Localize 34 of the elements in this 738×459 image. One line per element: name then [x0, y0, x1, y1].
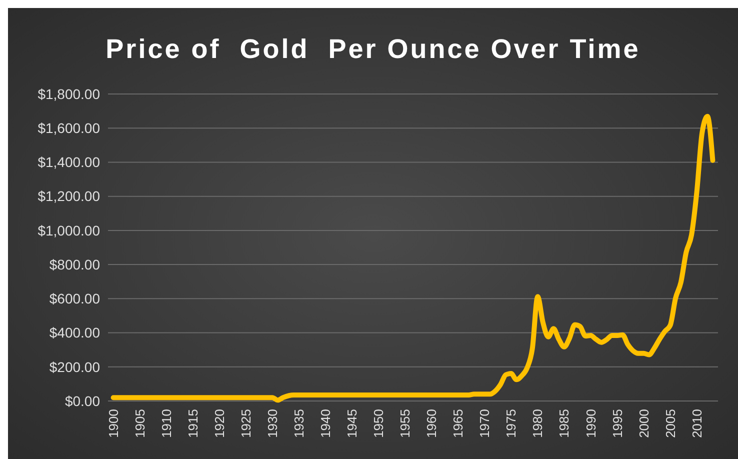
- x-tick-label: 1985: [556, 409, 572, 438]
- y-tick-label: $0.00: [64, 392, 100, 409]
- x-tick-label: 1905: [132, 409, 148, 438]
- x-tick-label: 1900: [106, 409, 121, 438]
- x-tick-label: 2010: [689, 409, 704, 438]
- x-tick-label: 1990: [583, 409, 598, 438]
- y-tick-label: $400.00: [49, 324, 100, 341]
- y-tick-label: $1,000.00: [38, 222, 100, 238]
- y-tick-label: $800.00: [49, 256, 100, 272]
- x-tick-label: 1960: [424, 409, 440, 438]
- x-tick-label: 1910: [158, 409, 174, 438]
- x-tick-label: 1955: [398, 409, 413, 438]
- x-tick-label: 1950: [371, 409, 386, 438]
- y-tick-label: $1,200.00: [38, 188, 100, 204]
- y-tick-label: $600.00: [49, 290, 100, 307]
- x-tick-label: 2000: [636, 409, 652, 438]
- x-tick-label: 1915: [185, 409, 200, 438]
- x-tick-label: 1970: [477, 409, 492, 438]
- chart-title: Price of Gold Per Ounce Over Time: [106, 34, 640, 64]
- x-tick-label: 1930: [264, 409, 280, 438]
- y-tick-label: $1,600.00: [38, 120, 100, 136]
- x-tick-label: 1920: [212, 409, 227, 438]
- x-tick-label: 1965: [450, 409, 466, 438]
- x-tick-label: 1980: [530, 409, 546, 438]
- x-tick-label: 2005: [662, 409, 678, 438]
- x-tick-label: 1925: [238, 409, 254, 438]
- y-tick-label: $1,800.00: [38, 86, 100, 102]
- x-tick-label: 1935: [292, 409, 307, 438]
- x-tick-label: 1940: [318, 409, 334, 438]
- x-tick-label: 1995: [610, 409, 625, 438]
- x-tick-label: 1975: [504, 409, 519, 438]
- y-tick-label: $1,400.00: [38, 154, 100, 170]
- x-tick-label: 1945: [344, 409, 360, 438]
- y-tick-label: $200.00: [49, 358, 100, 375]
